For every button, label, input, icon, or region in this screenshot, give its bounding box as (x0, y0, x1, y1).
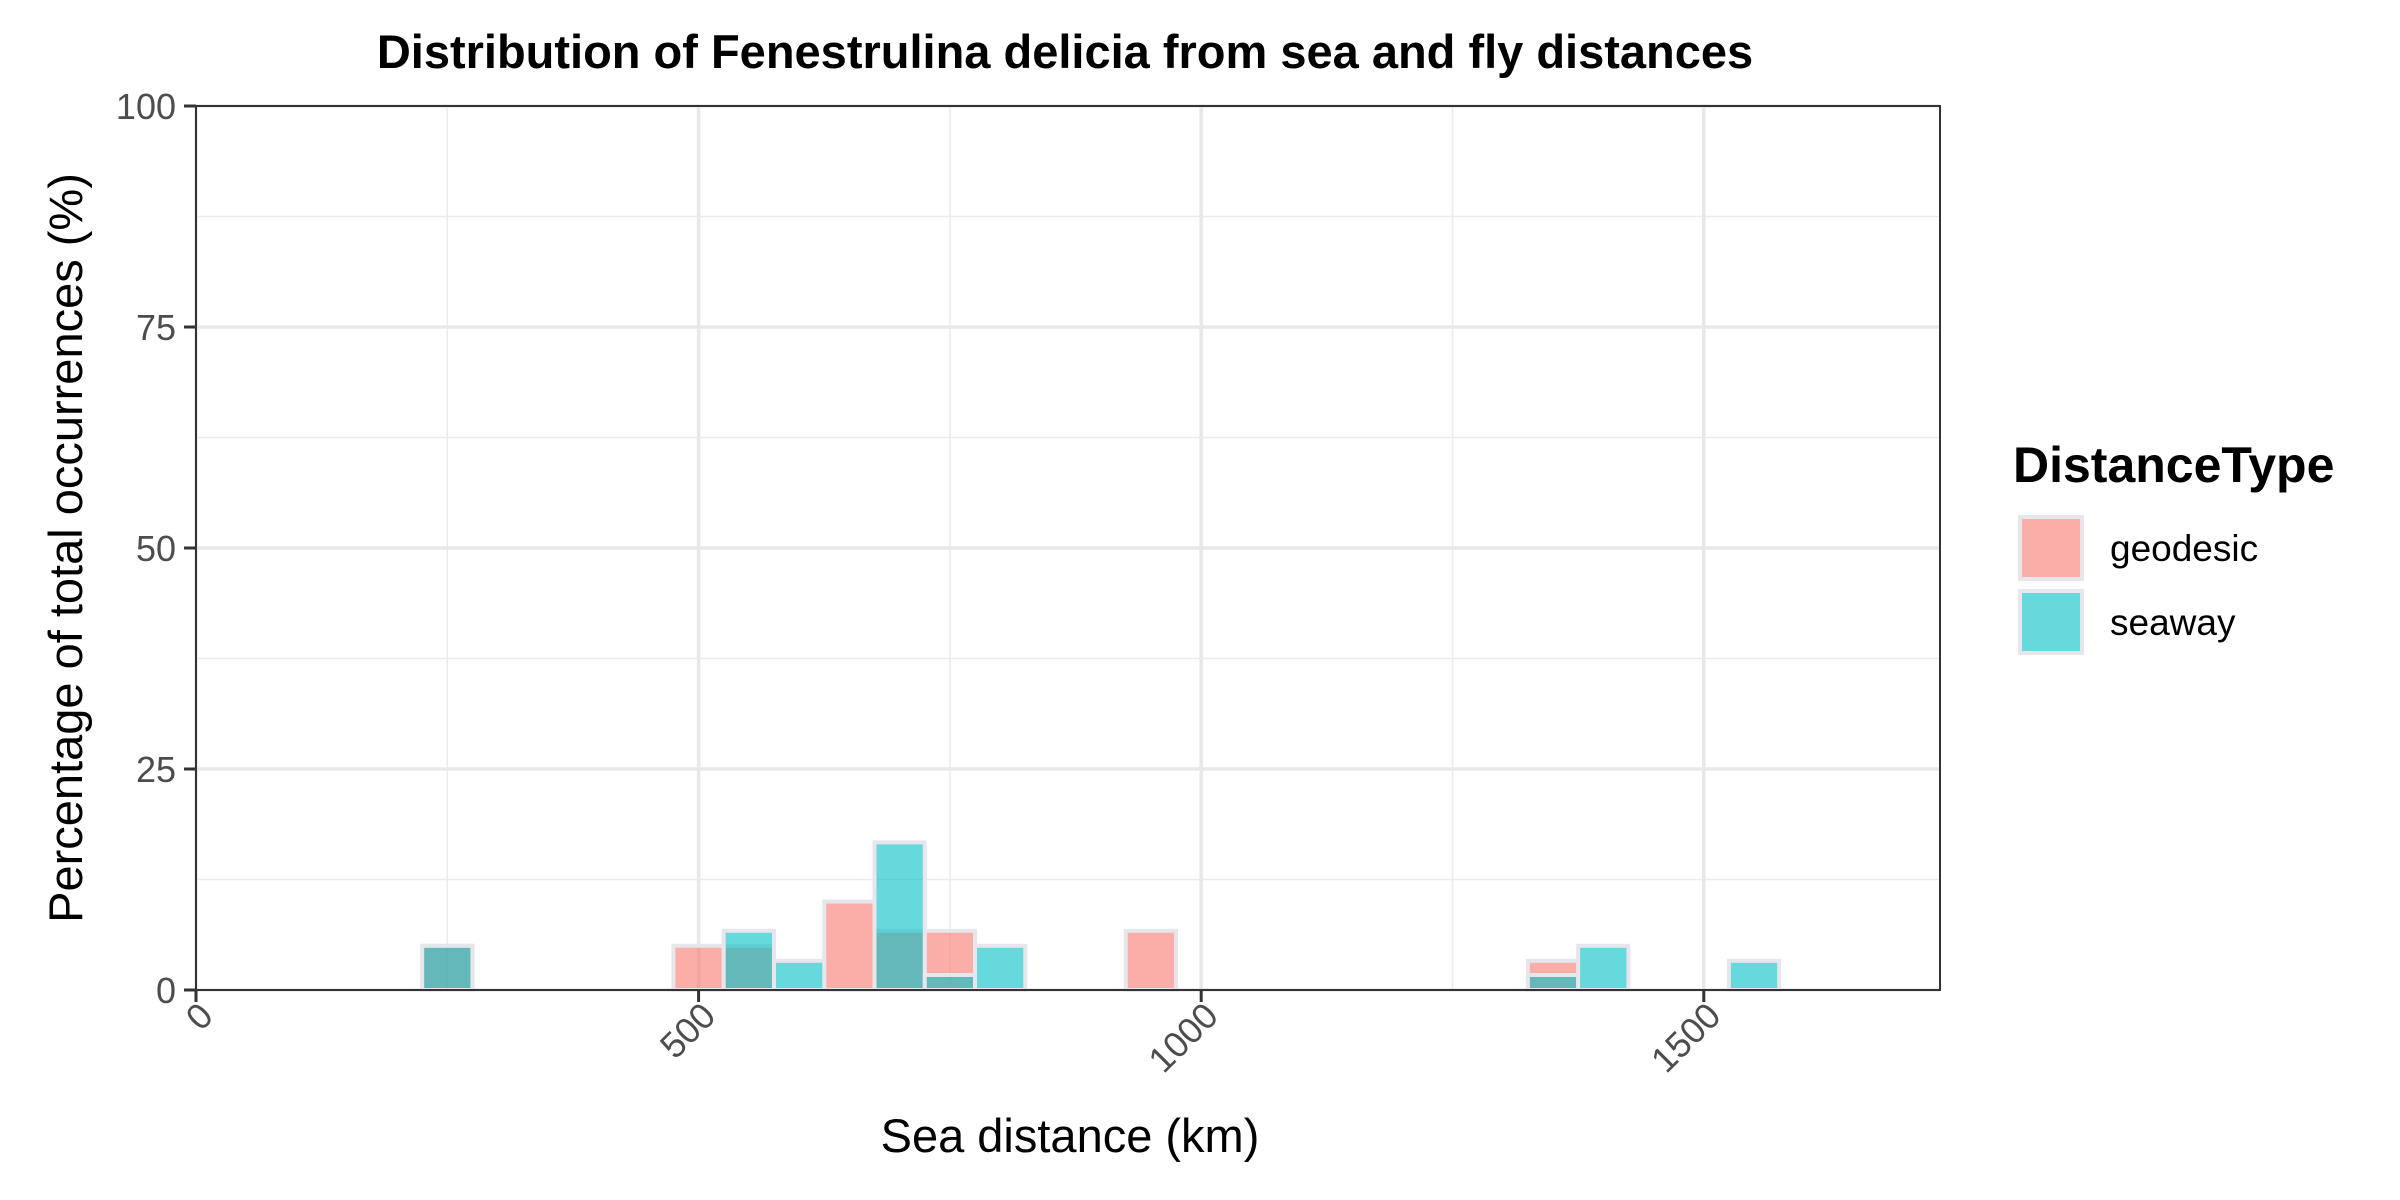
y-tick-label: 75 (136, 307, 176, 348)
bar-seaway (1576, 943, 1631, 992)
y-tick-label: 25 (136, 749, 176, 790)
bar-geodesic (822, 899, 877, 992)
plot-panel (194, 104, 1941, 993)
bar-geodesic (1123, 928, 1179, 992)
bar-seaway (1525, 972, 1581, 992)
bar-geodesic (671, 943, 726, 992)
x-axis: 0 500 1000 1500 (178, 990, 1729, 1081)
y-tick-label: 50 (136, 528, 176, 569)
legend-swatch-geodesic (2018, 515, 2084, 581)
bar-seaway (973, 943, 1028, 992)
bar-seaway (1726, 958, 1782, 993)
x-tick-label: 1500 (1643, 995, 1729, 1081)
y-tick-label: 0 (156, 970, 176, 1011)
legend-label-seaway: seaway (2110, 602, 2236, 643)
bar-seaway (872, 840, 927, 993)
x-tick-label: 1000 (1140, 995, 1226, 1081)
bar-seaway (922, 972, 978, 992)
x-tick-label: 0 (178, 995, 221, 1038)
y-tick-label: 100 (116, 86, 176, 127)
legend-swatch-seaway (2018, 589, 2084, 655)
x-tick-label: 500 (652, 995, 723, 1066)
bar-seaway (721, 928, 776, 992)
legend-items: geodesic seaway (2017, 514, 2258, 656)
legend-title: DistanceType (2013, 437, 2334, 493)
bar-seaway (771, 958, 827, 993)
y-axis-title: Percentage of total occurrences (%) (39, 173, 92, 923)
bar-seaway (420, 943, 475, 992)
y-axis: 0 25 50 75 100 (116, 86, 196, 1011)
legend: DistanceType geodesic seaway (2013, 437, 2334, 656)
legend-label-geodesic: geodesic (2110, 528, 2258, 569)
chart-title: Distribution of Fenestrulina delicia fro… (377, 25, 1753, 78)
bars (420, 840, 1782, 993)
x-axis-title: Sea distance (km) (881, 1109, 1260, 1162)
